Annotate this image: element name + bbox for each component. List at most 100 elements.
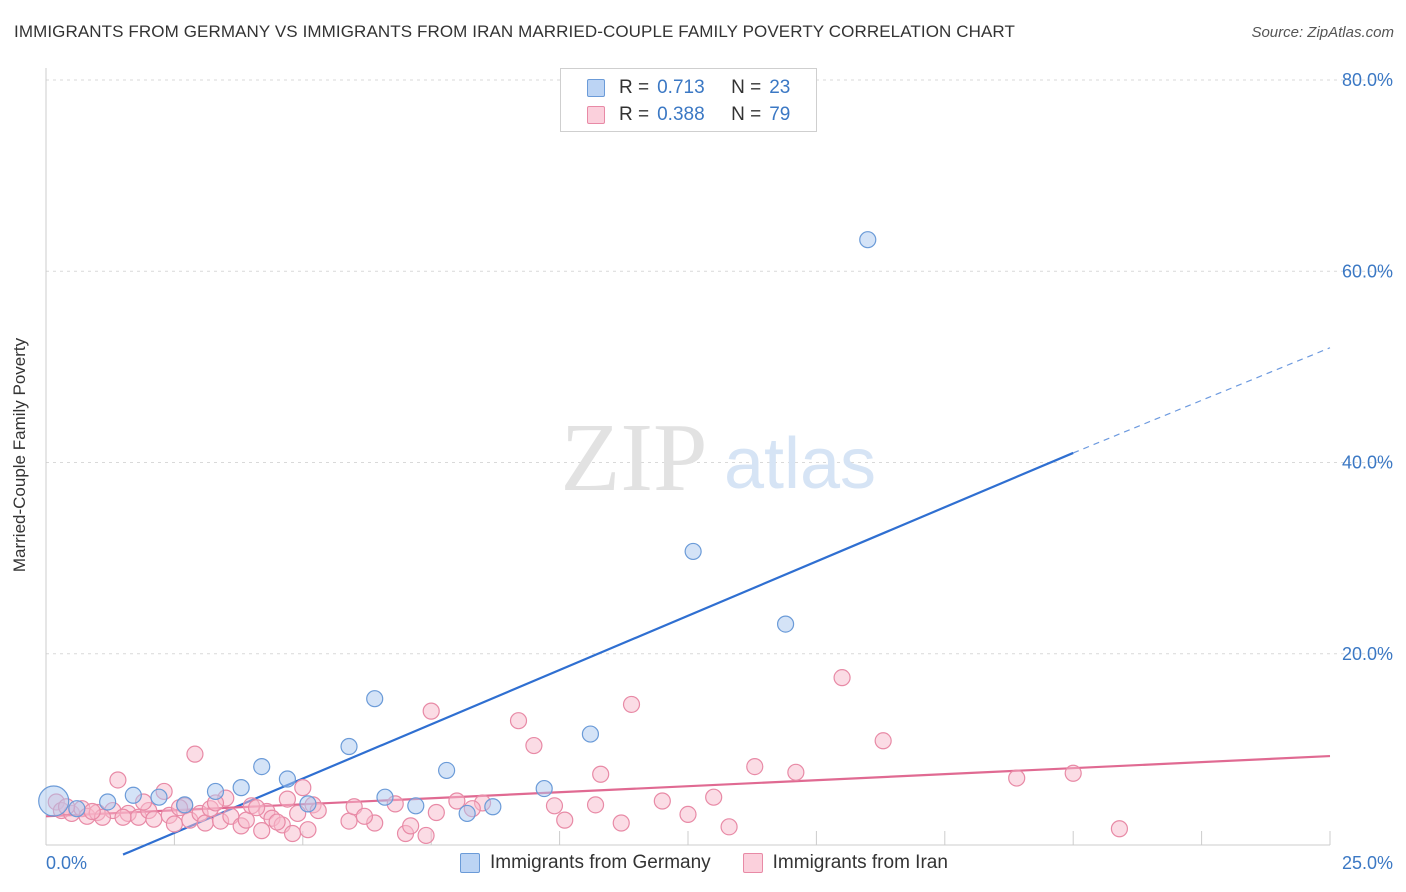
- point-iran: [294, 779, 312, 797]
- point-germany: [38, 785, 70, 817]
- point-iran: [586, 796, 605, 814]
- point-iran: [247, 799, 266, 817]
- point-iran: [83, 802, 101, 821]
- bottom-legend-germany: Immigrants from Germany: [460, 852, 711, 874]
- point-iran: [340, 812, 358, 830]
- point-iran: [355, 807, 374, 825]
- legend-r-value-iran: 0.388: [657, 104, 705, 125]
- point-iran: [509, 712, 528, 730]
- point-iran: [1008, 769, 1026, 787]
- bottom-legend-label-iran: Immigrants from Iran: [772, 852, 948, 873]
- point-iran: [874, 732, 892, 750]
- point-iran: [787, 763, 805, 781]
- point-iran: [186, 745, 204, 763]
- bottom-legend: Immigrants from Germany Immigrants from …: [460, 852, 980, 874]
- point-germany: [232, 779, 250, 797]
- bottom-legend-swatch-germany: [460, 853, 480, 873]
- point-iran: [427, 803, 445, 822]
- point-iran: [268, 813, 286, 831]
- point-germany: [859, 231, 877, 249]
- chart-title: IMMIGRANTS FROM GERMANY VS IMMIGRANTS FR…: [14, 22, 1015, 41]
- point-iran: [653, 792, 671, 810]
- watermark-zip: ZIP: [561, 404, 708, 512]
- legend-row-germany: R = 0.713 N = 23: [587, 77, 790, 99]
- legend-n-label: N =: [731, 77, 762, 98]
- point-germany: [278, 770, 296, 788]
- y-tick-label: 60.0%: [1342, 261, 1393, 281]
- bottom-legend-swatch-iran: [742, 853, 763, 873]
- point-iran: [1064, 764, 1082, 782]
- legend-r-label: R =: [619, 77, 650, 98]
- point-iran: [622, 695, 641, 714]
- point-germany: [458, 804, 476, 823]
- point-iran: [525, 736, 543, 755]
- point-germany: [150, 788, 168, 806]
- point-iran: [422, 702, 440, 720]
- legend-r-label: R =: [619, 104, 650, 125]
- point-germany: [340, 737, 358, 756]
- point-iran: [165, 815, 183, 833]
- legend-n-value-germany: 23: [769, 77, 791, 98]
- point-iran: [196, 814, 214, 832]
- point-iran: [253, 822, 271, 840]
- legend-swatch-iran: [587, 106, 605, 124]
- point-germany: [253, 757, 271, 776]
- point-germany: [407, 797, 425, 815]
- point-iran: [746, 757, 764, 776]
- point-iran: [283, 824, 302, 843]
- point-germany: [299, 795, 317, 813]
- y-tick-label: 40.0%: [1342, 453, 1393, 473]
- point-iran: [1110, 820, 1129, 838]
- point-iran: [705, 788, 723, 806]
- point-germany: [124, 786, 142, 804]
- point-germany: [776, 615, 795, 633]
- legend-n-label: N =: [731, 104, 762, 125]
- point-iran: [545, 797, 564, 815]
- point-iran: [612, 814, 630, 832]
- point-iran: [145, 810, 163, 828]
- point-iran: [299, 821, 317, 839]
- point-iran: [417, 826, 435, 845]
- tick-label-layer: 20.0% 40.0% 60.0% 80.0% 0.0% 25.0%: [46, 70, 1393, 873]
- legend-r-value-germany: 0.713: [657, 77, 705, 98]
- points-layer: [38, 231, 1129, 845]
- point-germany: [99, 793, 117, 811]
- point-iran: [720, 818, 738, 836]
- watermark: ZIP atlas: [561, 404, 877, 512]
- bottom-legend-label-germany: Immigrants from Germany: [490, 852, 711, 873]
- point-germany: [176, 796, 194, 814]
- point-iran: [402, 817, 420, 835]
- point-iran: [278, 790, 296, 808]
- trendline-germany-extension: [1072, 347, 1331, 454]
- point-germany: [366, 690, 384, 708]
- x-tick-label: 25.0%: [1342, 853, 1393, 873]
- legend-swatch-germany: [587, 79, 605, 97]
- point-germany: [581, 725, 600, 743]
- point-germany: [438, 761, 456, 780]
- grid-layer: [46, 79, 1392, 655]
- point-germany: [68, 800, 86, 818]
- point-iran: [109, 771, 127, 789]
- point-germany: [535, 779, 553, 798]
- legend-n-value-iran: 79: [769, 104, 791, 125]
- point-germany: [206, 782, 225, 801]
- point-iran: [448, 792, 466, 810]
- point-iran: [833, 669, 851, 687]
- watermark-atlas: atlas: [724, 424, 876, 504]
- point-iran: [679, 805, 697, 824]
- y-tick-label: 20.0%: [1342, 644, 1393, 664]
- point-germany: [684, 542, 702, 561]
- point-iran: [556, 811, 574, 829]
- point-iran: [592, 765, 610, 783]
- y-axis-label: Married-Couple Family Poverty: [10, 337, 29, 573]
- point-germany: [376, 788, 394, 806]
- legend-row-iran: R = 0.388 N = 79: [587, 104, 790, 126]
- point-germany: [484, 798, 502, 816]
- point-iran: [114, 808, 132, 826]
- y-tick-label: 80.0%: [1342, 70, 1393, 90]
- trendline-germany: [122, 451, 1074, 856]
- x-tick-label: 0.0%: [46, 853, 87, 873]
- source-label: Source: ZipAtlas.com: [1251, 24, 1394, 41]
- legend: R = 0.713 N = 23 R = 0.388 N = 79: [560, 68, 817, 132]
